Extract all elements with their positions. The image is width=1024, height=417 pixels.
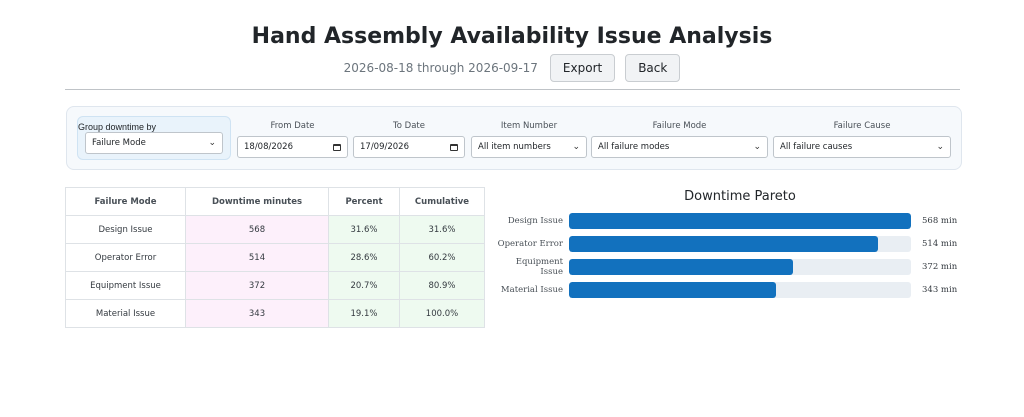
- cell-failure-mode: Material Issue: [65, 299, 186, 328]
- table-row: Material Issue 343 19.1% 100.0%: [65, 299, 485, 328]
- chevron-down-icon: ⌄: [753, 142, 761, 152]
- bar-value-label: 514 min: [922, 239, 958, 249]
- bar-value-label: 372 min: [922, 262, 958, 272]
- failure-mode-filter: Failure Mode All failure modes ⌄: [591, 107, 768, 158]
- bar-label: Operator Error: [497, 239, 563, 249]
- table-row: Design Issue 568 31.6% 31.6%: [65, 215, 485, 244]
- cell-cumulative: 60.2%: [399, 243, 485, 272]
- cell-percent: 31.6%: [328, 215, 400, 244]
- bar-label: Material Issue: [500, 285, 563, 295]
- to-date-value: 17/09/2026: [360, 142, 409, 152]
- calendar-icon[interactable]: [450, 143, 458, 151]
- bar: [569, 259, 793, 275]
- cell-percent: 19.1%: [328, 299, 400, 328]
- to-date-input[interactable]: 17/09/2026: [353, 136, 465, 158]
- group-by-value: Failure Mode: [92, 138, 146, 148]
- bar-row-material-issue: Material Issue 343 min: [495, 282, 965, 298]
- cell-downtime: 514: [185, 243, 329, 272]
- bar-value-label: 343 min: [922, 285, 958, 295]
- item-number-value: All item numbers: [478, 142, 551, 152]
- to-date-filter: To Date 17/09/2026: [353, 107, 465, 158]
- table-header-row: Failure Mode Downtime minutes Percent Cu…: [65, 187, 485, 216]
- cell-failure-mode: Operator Error: [65, 243, 186, 272]
- item-number-select[interactable]: All item numbers ⌄: [471, 136, 587, 158]
- failure-mode-label: Failure Mode: [652, 121, 707, 131]
- chevron-down-icon: ⌄: [572, 142, 580, 152]
- bar-row-operator-error: Operator Error 514 min: [495, 236, 965, 252]
- cell-downtime: 343: [185, 299, 329, 328]
- cell-cumulative: 100.0%: [399, 299, 485, 328]
- export-button[interactable]: Export: [549, 54, 616, 82]
- bar: [569, 282, 776, 298]
- header-actions: 2026-08-18 through 2026-09-17 Export Bac…: [0, 54, 1024, 82]
- failure-mode-select[interactable]: All failure modes ⌄: [591, 136, 768, 158]
- chevron-down-icon: ⌄: [208, 138, 216, 148]
- chart-title: Downtime Pareto: [684, 189, 796, 204]
- group-by-label: Group downtime by: [78, 122, 157, 132]
- cell-cumulative: 80.9%: [399, 271, 485, 300]
- failure-cause-value: All failure causes: [780, 142, 853, 152]
- to-date-label: To Date: [393, 121, 425, 131]
- filter-panel: Group downtime by Failure Mode ⌄ From Da…: [66, 106, 962, 170]
- bar-track: [569, 259, 911, 275]
- column-header-percent[interactable]: Percent: [328, 187, 400, 216]
- cell-downtime: 372: [185, 271, 329, 300]
- bar-track: [569, 282, 911, 298]
- bar-label: Design Issue: [507, 216, 563, 226]
- cell-failure-mode: Design Issue: [65, 215, 186, 244]
- header-divider: [65, 89, 960, 90]
- failure-cause-filter: Failure Cause All failure causes ⌄: [773, 107, 951, 158]
- downtime-table: Failure Mode Downtime minutes Percent Cu…: [65, 187, 485, 328]
- column-header-failure-mode[interactable]: Failure Mode: [65, 187, 186, 216]
- back-button[interactable]: Back: [625, 54, 681, 82]
- bar: [569, 213, 911, 229]
- date-range: 2026-08-18 through 2026-09-17: [343, 61, 538, 75]
- bar-track: [569, 236, 911, 252]
- from-date-input[interactable]: 18/08/2026: [237, 136, 348, 158]
- table-row: Operator Error 514 28.6% 60.2%: [65, 243, 485, 272]
- bar: [569, 236, 879, 252]
- from-date-filter: From Date 18/08/2026: [237, 107, 348, 158]
- failure-mode-value: All failure modes: [598, 142, 670, 152]
- cell-failure-mode: Equipment Issue: [65, 271, 186, 300]
- bar-track: [569, 213, 911, 229]
- group-by-select[interactable]: Failure Mode ⌄: [85, 132, 223, 154]
- item-number-filter: Item Number All item numbers ⌄: [471, 107, 587, 158]
- cell-percent: 28.6%: [328, 243, 400, 272]
- cell-percent: 20.7%: [328, 271, 400, 300]
- column-header-cumulative[interactable]: Cumulative: [399, 187, 485, 216]
- cell-cumulative: 31.6%: [399, 215, 485, 244]
- bar-value-label: 568 min: [922, 216, 958, 226]
- calendar-icon[interactable]: [333, 143, 341, 151]
- bar-row-equipment-issue: Equipment Issue 372 min: [495, 257, 965, 277]
- item-number-label: Item Number: [500, 121, 558, 131]
- bar-row-design-issue: Design Issue 568 min: [495, 213, 965, 229]
- from-date-value: 18/08/2026: [244, 142, 293, 152]
- chevron-down-icon: ⌄: [936, 142, 944, 152]
- failure-cause-label: Failure Cause: [833, 121, 891, 131]
- group-by-filter: Group downtime by Failure Mode ⌄: [77, 116, 231, 160]
- page-title: Hand Assembly Availability Issue Analysi…: [251, 24, 773, 49]
- failure-cause-select[interactable]: All failure causes ⌄: [773, 136, 951, 158]
- column-header-downtime[interactable]: Downtime minutes: [185, 187, 329, 216]
- from-date-label: From Date: [270, 121, 315, 131]
- bar-label: Equipment Issue: [515, 257, 563, 277]
- cell-downtime: 568: [185, 215, 329, 244]
- table-row: Equipment Issue 372 20.7% 80.9%: [65, 271, 485, 300]
